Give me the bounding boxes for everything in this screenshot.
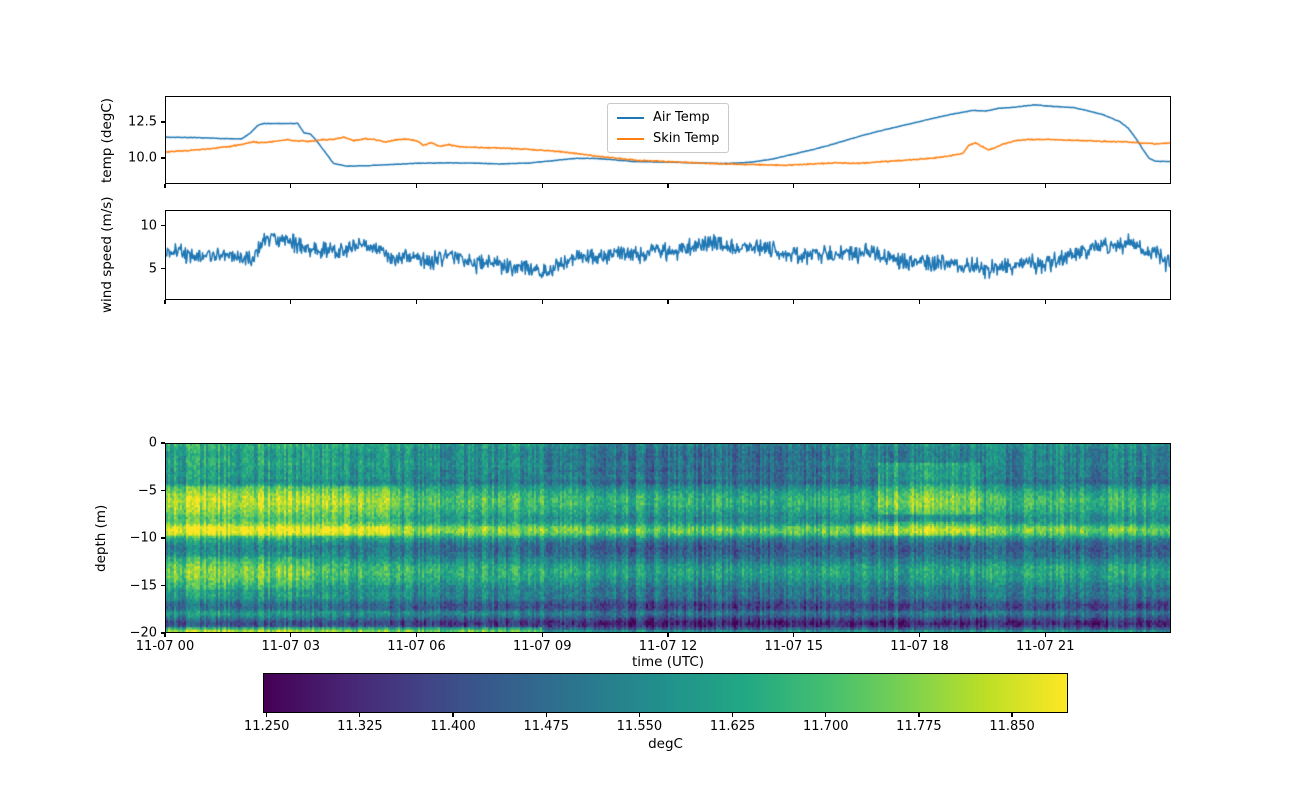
- temp-y-axis-label: temp (degC): [99, 97, 115, 183]
- colorbar-tick-mark: [1011, 713, 1013, 717]
- x-tick-mark: [415, 184, 418, 188]
- x-tick-mark: [667, 184, 669, 188]
- temp-y-tick-mark: [161, 121, 165, 123]
- depth-y-tick-label: −5: [137, 483, 157, 498]
- wind-y-tick-mark: [161, 224, 165, 227]
- x-tick-mark: [415, 633, 418, 637]
- colorbar-tick-label: 11.400: [430, 719, 476, 734]
- x-tick-mark: [541, 184, 543, 188]
- x-tick-mark: [667, 300, 669, 304]
- x-tick-label: 11-07 03: [261, 639, 320, 654]
- x-tick-mark: [918, 300, 921, 304]
- temp-y-tick-mark: [161, 157, 165, 159]
- x-tick-mark: [541, 300, 543, 304]
- time-x-axis-label: time (UTC): [631, 654, 705, 670]
- colorbar-tick-mark: [359, 713, 361, 717]
- colorbar-canvas: [264, 674, 1067, 712]
- x-tick-mark: [793, 633, 795, 637]
- wind-y-axis-label: wind speed (m/s): [99, 196, 115, 314]
- x-tick-mark: [1044, 184, 1046, 188]
- x-tick-mark: [415, 300, 418, 304]
- colorbar-tick-label: 11.775: [896, 719, 942, 734]
- depth-y-tick-mark: [161, 442, 165, 444]
- legend: Air Temp Skin Temp: [607, 103, 730, 153]
- heatmap-canvas: [166, 444, 1170, 632]
- x-tick-label: 11-07 00: [135, 639, 195, 654]
- x-tick-mark: [793, 184, 795, 188]
- colorbar-tick-mark: [731, 713, 734, 717]
- x-tick-label: 11-07 15: [764, 639, 823, 654]
- x-tick-mark: [918, 184, 921, 188]
- legend-label-air-temp: Air Temp: [653, 110, 710, 125]
- x-tick-mark: [164, 300, 166, 304]
- x-tick-mark: [1044, 300, 1046, 304]
- colorbar-tick-label: 11.250: [243, 719, 290, 734]
- x-tick-mark: [290, 300, 292, 304]
- colorbar-tick-label: 11.700: [803, 719, 849, 734]
- x-tick-label: 11-07 18: [890, 639, 949, 654]
- colorbar-tick-label: 11.625: [709, 719, 756, 734]
- depth-y-tick-mark: [161, 537, 165, 539]
- wind-axes: [165, 210, 1171, 300]
- legend-item-air-temp: Air Temp: [617, 109, 719, 126]
- x-tick-label: 11-07 09: [513, 639, 572, 654]
- depth-y-axis-label: depth (m): [93, 504, 109, 572]
- colorbar-label: degC: [648, 736, 683, 752]
- temp-axes: Air Temp Skin Temp: [165, 96, 1171, 184]
- colorbar-tick-label: 11.550: [616, 719, 663, 734]
- x-tick-mark: [667, 633, 669, 637]
- x-tick-label: 11-07 21: [1016, 639, 1075, 654]
- colorbar-tick-mark: [545, 713, 547, 717]
- wind-chart-canvas: [166, 211, 1170, 299]
- depth-y-tick-mark: [161, 632, 165, 634]
- wind-y-tick-mark: [161, 268, 165, 270]
- depth-y-tick-mark: [161, 584, 165, 587]
- colorbar-tick-mark: [266, 713, 268, 717]
- colorbar-tick-mark: [825, 713, 827, 717]
- temp-y-tick-label: 12.5: [128, 114, 157, 130]
- depth-y-tick-label: −15: [129, 578, 157, 593]
- depth-y-tick-mark: [161, 489, 165, 492]
- depth-y-tick-label: 0: [148, 435, 157, 451]
- air-temp-line-sample: [617, 116, 644, 119]
- legend-label-skin-temp: Skin Temp: [653, 131, 720, 146]
- colorbar-tick-label: 11.475: [523, 719, 569, 734]
- x-tick-label: 11-07 12: [638, 639, 698, 654]
- x-tick-label: 11-07 06: [387, 639, 446, 654]
- depth-y-tick-label: −10: [129, 530, 157, 546]
- x-tick-mark: [1044, 633, 1046, 637]
- skin-temp-line-sample: [617, 137, 644, 140]
- x-tick-mark: [164, 184, 166, 188]
- colorbar-tick-mark: [918, 713, 920, 717]
- x-tick-mark: [164, 633, 166, 637]
- heatmap-axes: [165, 443, 1171, 633]
- x-tick-mark: [290, 633, 292, 637]
- colorbar-tick-mark: [452, 713, 454, 717]
- depth-y-tick-label: −20: [129, 625, 157, 641]
- x-tick-mark: [541, 633, 543, 637]
- wind-y-tick-label: 5: [148, 261, 157, 277]
- temp-y-tick-label: 10.0: [128, 150, 157, 166]
- legend-item-skin-temp: Skin Temp: [617, 130, 719, 147]
- wind-y-tick-label: 10: [140, 218, 157, 234]
- x-tick-mark: [290, 184, 292, 188]
- x-tick-mark: [793, 300, 795, 304]
- colorbar-tick-mark: [638, 713, 640, 717]
- colorbar-tick-label: 11.325: [337, 719, 383, 734]
- colorbar-tick-label: 11.850: [989, 719, 1035, 734]
- x-tick-mark: [918, 633, 921, 637]
- colorbar: [263, 673, 1068, 713]
